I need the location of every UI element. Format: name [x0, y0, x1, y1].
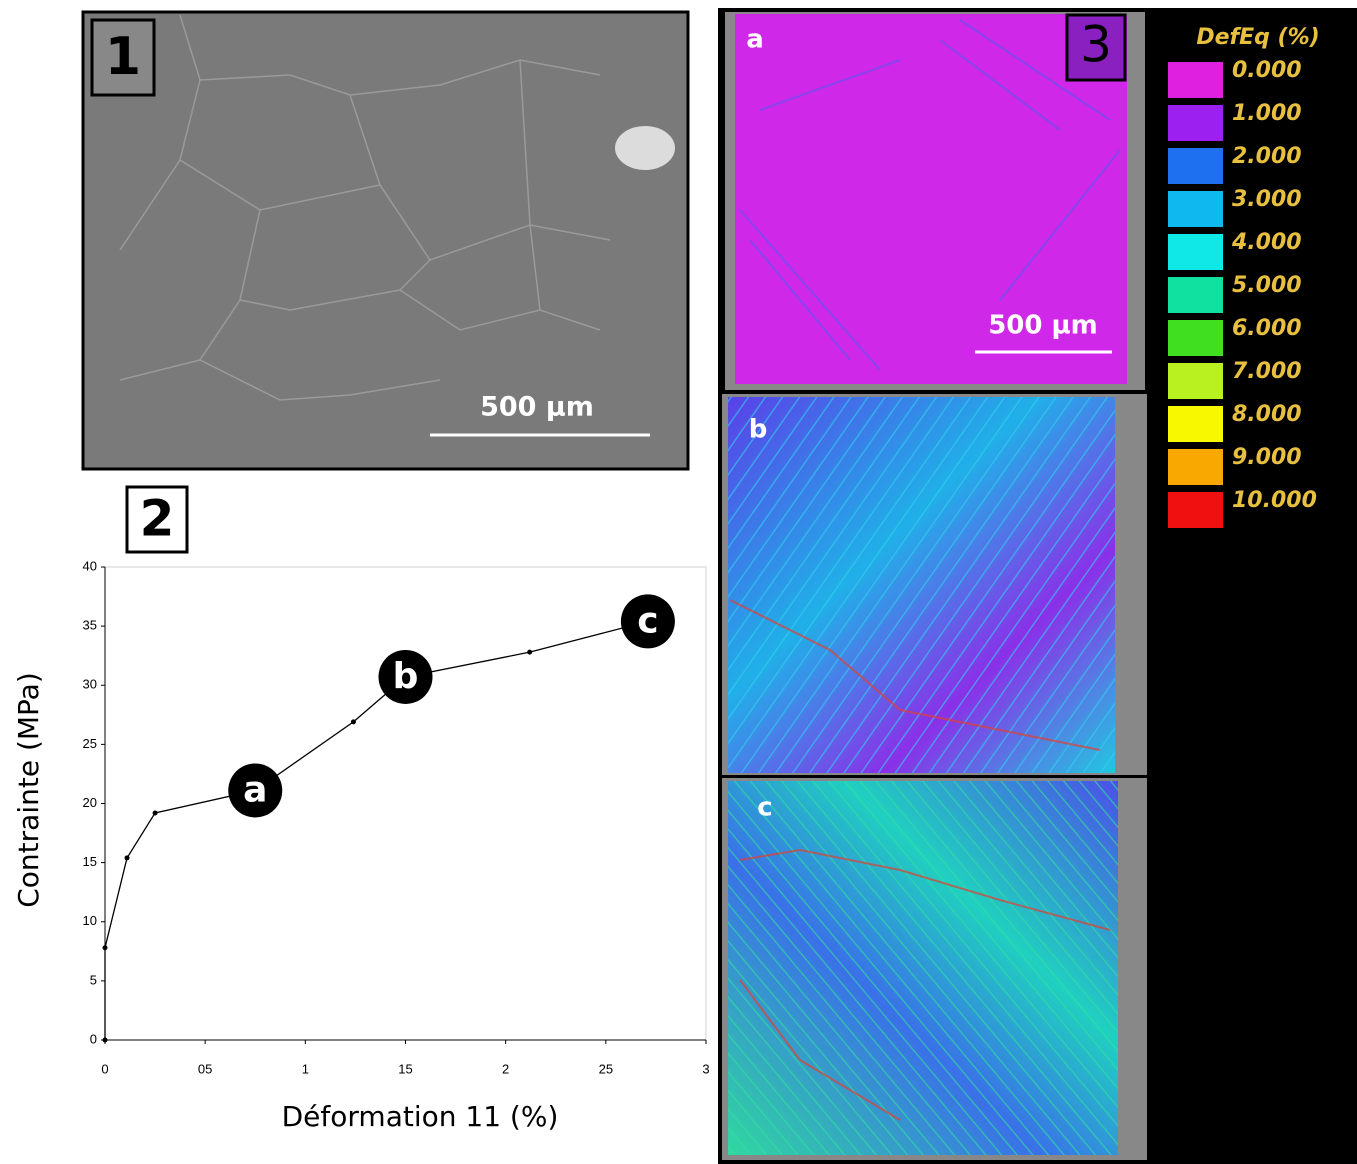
- data-point: [102, 945, 108, 951]
- maps-panel: a b c 3 500 µm DefEq (%): [718, 8, 1357, 1164]
- data-point: [102, 1037, 108, 1043]
- y-tick-label: 5: [90, 972, 97, 987]
- legend-swatch: [1168, 449, 1223, 485]
- y-tick-label: 25: [83, 736, 97, 751]
- legend-label: 10.000: [1232, 488, 1317, 513]
- data-point: [527, 649, 533, 655]
- y-tick-label: 40: [83, 558, 97, 573]
- legend-label: 2.000: [1232, 144, 1302, 169]
- data-point: [152, 810, 158, 816]
- legend-label: 8.000: [1232, 402, 1302, 427]
- annotation: b: [393, 656, 419, 697]
- data-point: [350, 719, 356, 725]
- legend-title: DefEq (%): [1196, 25, 1319, 50]
- legend-label: 0.000: [1232, 58, 1302, 83]
- y-tick-label: 10: [83, 913, 97, 928]
- y-tick-label: 15: [83, 854, 97, 869]
- legend-swatch: [1168, 62, 1223, 98]
- panel-label-box: [125, 485, 189, 554]
- legend-label: 1.000: [1232, 101, 1302, 126]
- x-tick-label: 15: [398, 1061, 412, 1076]
- legend-label: 3.000: [1232, 187, 1302, 212]
- scale-bar-label: 500 µm: [988, 311, 1098, 341]
- y-tick-label: 20: [83, 795, 97, 810]
- y-tick-label: 0: [90, 1031, 97, 1046]
- y-axis-label: Contrainte (MPa): [12, 672, 45, 908]
- legend-swatch: [1168, 277, 1223, 313]
- legend-swatch: [1168, 406, 1223, 442]
- legend-swatch: [1168, 363, 1223, 399]
- sem-panel: 1 500 µm: [81, 10, 690, 471]
- legend-swatch: [1168, 191, 1223, 227]
- annotation: a: [243, 769, 267, 810]
- panel-label: 1: [105, 27, 141, 87]
- y-tick-label: 30: [83, 677, 97, 692]
- legend-swatch: [1168, 234, 1223, 270]
- panel-label: 3: [1080, 16, 1112, 74]
- map-label: a: [746, 25, 764, 55]
- legend-swatch: [1168, 492, 1223, 528]
- legend-swatch: [1168, 320, 1223, 356]
- annotation: c: [637, 600, 658, 641]
- legend-swatch: [1168, 148, 1223, 184]
- legend-label: 7.000: [1232, 359, 1302, 384]
- x-axis-label: Déformation 11 (%): [282, 1100, 559, 1133]
- panel-label: 2: [140, 490, 175, 548]
- x-tick-label: 0: [101, 1061, 108, 1076]
- legend-label: 9.000: [1232, 445, 1302, 470]
- legend-swatch: [1168, 105, 1223, 141]
- data-point: [124, 855, 130, 861]
- x-tick-label: 25: [599, 1061, 613, 1076]
- legend-label: 6.000: [1232, 316, 1302, 341]
- annotation-marker: [620, 594, 675, 649]
- map-label: c: [757, 793, 772, 823]
- legend-label: 5.000: [1232, 273, 1302, 298]
- x-tick-label: 1: [302, 1061, 309, 1076]
- x-tick-label: 05: [198, 1061, 212, 1076]
- x-tick-label: 2: [502, 1061, 509, 1076]
- scale-bar-label: 500 µm: [480, 392, 594, 423]
- x-tick-label: 3: [702, 1061, 709, 1076]
- annotation-marker: [378, 649, 433, 704]
- annotation-marker: [228, 763, 283, 818]
- map-label: b: [749, 415, 768, 445]
- y-tick-label: 35: [83, 618, 97, 633]
- data-line: [104, 620, 649, 1040]
- legend-label: 4.000: [1231, 230, 1302, 255]
